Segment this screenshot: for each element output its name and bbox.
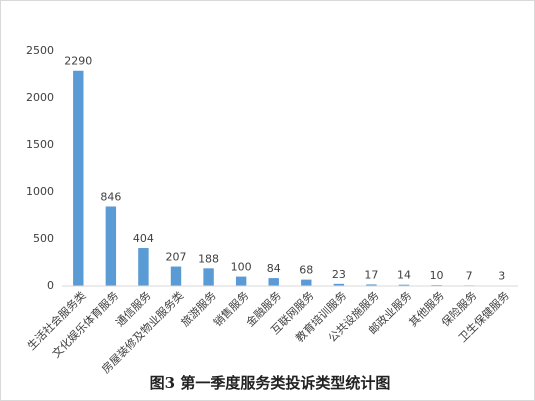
data-label: 404 (133, 232, 154, 245)
y-tick-label: 1500 (26, 138, 54, 151)
data-label: 207 (166, 251, 187, 264)
bar (268, 278, 279, 286)
bar (138, 248, 149, 286)
y-tick-label: 2000 (26, 91, 54, 104)
bar (203, 268, 214, 286)
data-label: 10 (430, 269, 444, 282)
y-tick-label: 500 (33, 232, 54, 245)
bar (301, 279, 312, 286)
bar (105, 206, 117, 286)
bar (170, 266, 182, 286)
data-label: 23 (332, 268, 346, 281)
data-label: 68 (299, 264, 313, 277)
data-label: 84 (267, 262, 281, 275)
bar (333, 283, 345, 286)
data-label: 14 (397, 269, 411, 282)
y-tick-label: 1000 (26, 185, 54, 198)
data-label: 100 (231, 261, 252, 274)
data-label: 188 (198, 252, 219, 265)
y-tick-label: 0 (47, 279, 54, 292)
bar (235, 276, 247, 286)
bar (73, 70, 84, 287)
chart-title: 图3 第一季度服务类投诉类型统计图 (150, 374, 391, 392)
data-label: 17 (364, 268, 378, 281)
bar (366, 284, 377, 286)
data-label: 846 (100, 190, 121, 203)
data-label: 3 (498, 270, 505, 283)
y-tick-label: 2500 (26, 44, 54, 57)
data-label: 2290 (64, 55, 92, 68)
bar (398, 284, 410, 286)
data-label: 7 (466, 269, 473, 282)
